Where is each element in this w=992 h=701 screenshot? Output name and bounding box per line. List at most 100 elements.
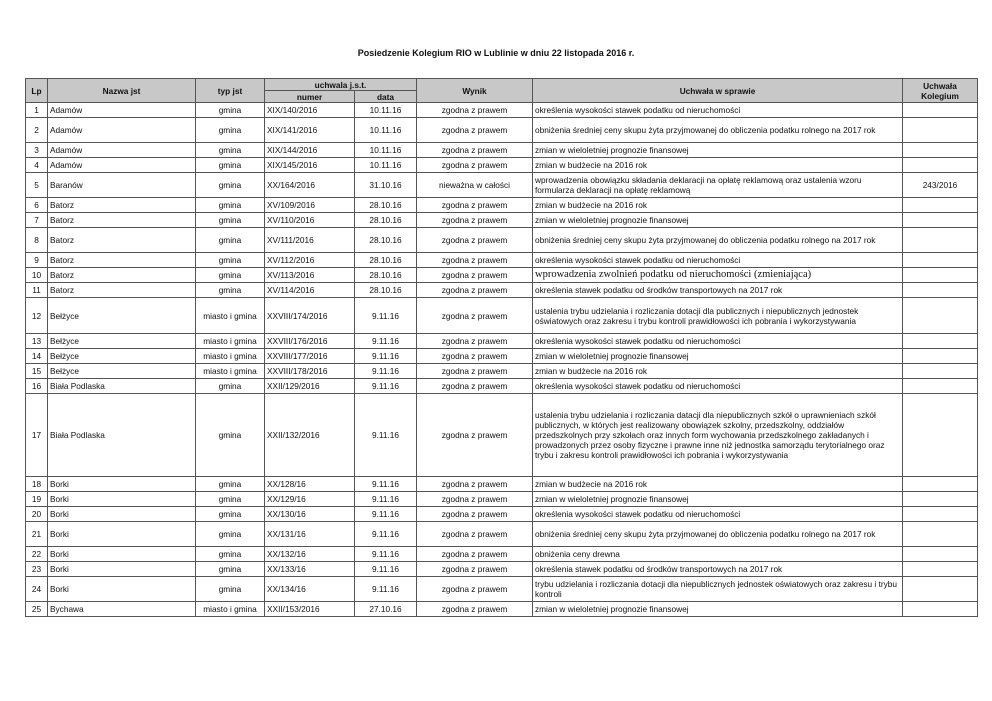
cell-typ: gmina <box>195 172 265 198</box>
cell-nazwa: Batorz <box>47 212 196 228</box>
cell-typ: gmina <box>195 227 265 253</box>
cell-kolegium <box>902 157 978 173</box>
table-row: 8 Batorz gmina XV/111/2016 28.10.16 zgodna z … <box>25 227 978 253</box>
cell-kolegium <box>902 212 978 228</box>
cell-data: 9.11.16 <box>354 476 417 492</box>
table-row: 20 Borki gmina XX/130/16 9.11.16 zgodna z pra… <box>25 506 978 522</box>
document-title: Posiedzenie Kolegium RIO w Lublinie w dn… <box>357 48 635 58</box>
cell-wynik: zgodna z prawem <box>416 546 533 562</box>
cell-nazwa: Borki <box>47 561 196 577</box>
cell-typ: gmina <box>195 282 265 298</box>
cell-nazwa: Batorz <box>47 267 196 283</box>
cell-kolegium <box>902 491 978 507</box>
cell-nazwa: Bełżyce <box>47 363 196 379</box>
header-uchwala-jst: uchwala j.s.t. <box>264 78 417 91</box>
cell-typ: miasto i gmina <box>195 348 265 364</box>
table-row: 14 Bełżyce miasto i gmina XXVIII/177/2016 9.… <box>25 348 978 364</box>
table-row: 10 Batorz gmina XV/113/2016 28.10.16 zgodna z… <box>25 267 978 283</box>
cell-numer: XV/114/2016 <box>264 282 355 298</box>
cell-data: 31.10.16 <box>354 172 417 198</box>
table-row: 17 Biała Podlaska gmina XXII/132/2016 9.11.1… <box>25 393 978 477</box>
cell-numer: XIX/144/2016 <box>264 142 355 158</box>
cell-wynik: zgodna z prawem <box>416 197 533 213</box>
cell-numer: XXVIII/177/2016 <box>264 348 355 364</box>
cell-data: 10.11.16 <box>354 102 417 118</box>
cell-data: 9.11.16 <box>354 506 417 522</box>
cell-kolegium <box>902 282 978 298</box>
cell-kolegium <box>902 267 978 283</box>
cell-typ: gmina <box>195 102 265 118</box>
cell-kolegium <box>902 333 978 349</box>
cell-sprawa: określenia wysokości stawek podatku od n… <box>532 378 903 394</box>
cell-kolegium <box>902 142 978 158</box>
cell-lp: 16 <box>25 378 48 394</box>
cell-typ: gmina <box>195 252 265 268</box>
cell-data: 27.10.16 <box>354 601 417 617</box>
cell-data: 9.11.16 <box>354 297 417 334</box>
cell-kolegium <box>902 252 978 268</box>
cell-numer: XX/129/16 <box>264 491 355 507</box>
cell-numer: XV/110/2016 <box>264 212 355 228</box>
cell-nazwa: Bełżyce <box>47 297 196 334</box>
cell-typ: gmina <box>195 476 265 492</box>
cell-data: 28.10.16 <box>354 252 417 268</box>
cell-lp: 17 <box>25 393 48 477</box>
cell-nazwa: Bełżyce <box>47 348 196 364</box>
table-row: 16 Biała Podlaska gmina XXII/129/2016 9.11.1… <box>25 378 978 394</box>
cell-lp: 13 <box>25 333 48 349</box>
cell-sprawa: wprowadzenia obowiązku składania deklara… <box>532 172 903 198</box>
cell-sprawa: zmian w budżecie na 2016 rok <box>532 476 903 492</box>
cell-data: 9.11.16 <box>354 378 417 394</box>
cell-numer: XXVIII/174/2016 <box>264 297 355 334</box>
header-lp: Lp <box>25 78 48 103</box>
cell-numer: XX/132/16 <box>264 546 355 562</box>
cell-kolegium <box>902 561 978 577</box>
cell-typ: gmina <box>195 561 265 577</box>
cell-kolegium <box>902 576 978 602</box>
cell-sprawa: określenia stawek podatku od środków tra… <box>532 561 903 577</box>
cell-numer: XIX/140/2016 <box>264 102 355 118</box>
cell-nazwa: Batorz <box>47 252 196 268</box>
cell-wynik: zgodna z prawem <box>416 157 533 173</box>
table-row: 5 Baranów gmina XX/164/2016 31.10.16 nieważna… <box>25 172 978 198</box>
cell-typ: gmina <box>195 157 265 173</box>
header-nazwa: Nazwa jst <box>47 78 196 103</box>
table-row: 9 Batorz gmina XV/112/2016 28.10.16 zgodna z … <box>25 252 978 268</box>
table-row: 12 Bełżyce miasto i gmina XXVIII/174/2016 9.… <box>25 297 978 334</box>
cell-lp: 12 <box>25 297 48 334</box>
cell-sprawa: obniżenia ceny drewna <box>532 546 903 562</box>
header-typ: typ jst <box>195 78 265 103</box>
header-kolegium: Uchwała Kolegium <box>902 78 978 103</box>
cell-data: 28.10.16 <box>354 197 417 213</box>
cell-lp: 7 <box>25 212 48 228</box>
cell-data: 9.11.16 <box>354 561 417 577</box>
cell-numer: XIX/141/2016 <box>264 117 355 143</box>
cell-numer: XV/112/2016 <box>264 252 355 268</box>
cell-sprawa: zmian w wieloletniej prognozie finansowe… <box>532 142 903 158</box>
cell-data: 9.11.16 <box>354 363 417 379</box>
table-row: 22 Borki gmina XX/132/16 9.11.16 zgodna z pra… <box>25 546 978 562</box>
cell-data: 10.11.16 <box>354 157 417 173</box>
table-row: 15 Bełżyce miasto i gmina XXVIII/178/2016 9.… <box>25 363 978 379</box>
cell-nazwa: Adamów <box>47 142 196 158</box>
table-row: 13 Bełżyce miasto i gmina XXVIII/176/2016 9.… <box>25 333 978 349</box>
cell-nazwa: Borki <box>47 546 196 562</box>
cell-lp: 8 <box>25 227 48 253</box>
cell-wynik: zgodna z prawem <box>416 601 533 617</box>
cell-sprawa: określenia wysokości stawek podatku od n… <box>532 333 903 349</box>
cell-wynik: zgodna z prawem <box>416 227 533 253</box>
cell-sprawa: zmian w budżecie na 2016 rok <box>532 157 903 173</box>
cell-wynik: zgodna z prawem <box>416 297 533 334</box>
table-row: 3 Adamów gmina XIX/144/2016 10.11.16 zgodna z… <box>25 142 978 158</box>
cell-numer: XX/131/16 <box>264 521 355 547</box>
cell-numer: XV/113/2016 <box>264 267 355 283</box>
resolutions-table: Lp Nazwa jst typ jst uchwala j.s.t. Wyni… <box>25 78 978 617</box>
cell-nazwa: Borki <box>47 506 196 522</box>
cell-wynik: zgodna z prawem <box>416 393 533 477</box>
cell-typ: gmina <box>195 212 265 228</box>
cell-nazwa: Borki <box>47 491 196 507</box>
cell-lp: 15 <box>25 363 48 379</box>
cell-data: 28.10.16 <box>354 227 417 253</box>
cell-nazwa: Borki <box>47 576 196 602</box>
cell-nazwa: Adamów <box>47 102 196 118</box>
